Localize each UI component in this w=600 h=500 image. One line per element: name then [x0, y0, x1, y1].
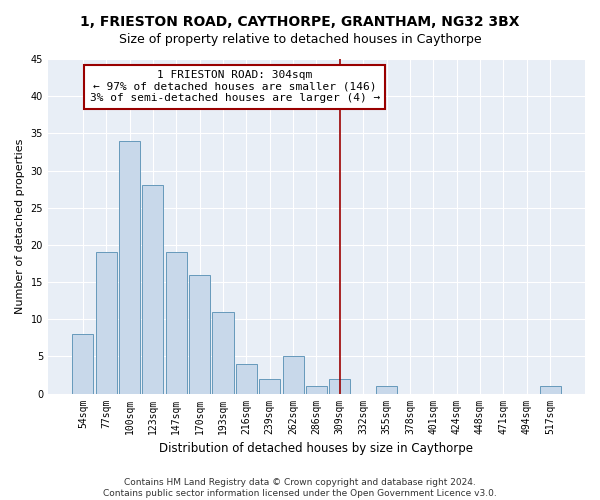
- Text: Contains HM Land Registry data © Crown copyright and database right 2024.
Contai: Contains HM Land Registry data © Crown c…: [103, 478, 497, 498]
- Bar: [259, 378, 280, 394]
- Bar: [236, 364, 257, 394]
- Text: 1 FRIESTON ROAD: 304sqm
← 97% of detached houses are smaller (146)
3% of semi-de: 1 FRIESTON ROAD: 304sqm ← 97% of detache…: [89, 70, 380, 103]
- Bar: [539, 386, 560, 394]
- Bar: [73, 334, 94, 394]
- Bar: [283, 356, 304, 394]
- Bar: [306, 386, 327, 394]
- X-axis label: Distribution of detached houses by size in Caythorpe: Distribution of detached houses by size …: [160, 442, 473, 455]
- Bar: [329, 378, 350, 394]
- Bar: [376, 386, 397, 394]
- Bar: [142, 186, 163, 394]
- Bar: [189, 274, 210, 394]
- Y-axis label: Number of detached properties: Number of detached properties: [15, 138, 25, 314]
- Text: 1, FRIESTON ROAD, CAYTHORPE, GRANTHAM, NG32 3BX: 1, FRIESTON ROAD, CAYTHORPE, GRANTHAM, N…: [80, 15, 520, 29]
- Bar: [95, 252, 117, 394]
- Bar: [212, 312, 233, 394]
- Bar: [166, 252, 187, 394]
- Text: Size of property relative to detached houses in Caythorpe: Size of property relative to detached ho…: [119, 32, 481, 46]
- Bar: [119, 141, 140, 394]
